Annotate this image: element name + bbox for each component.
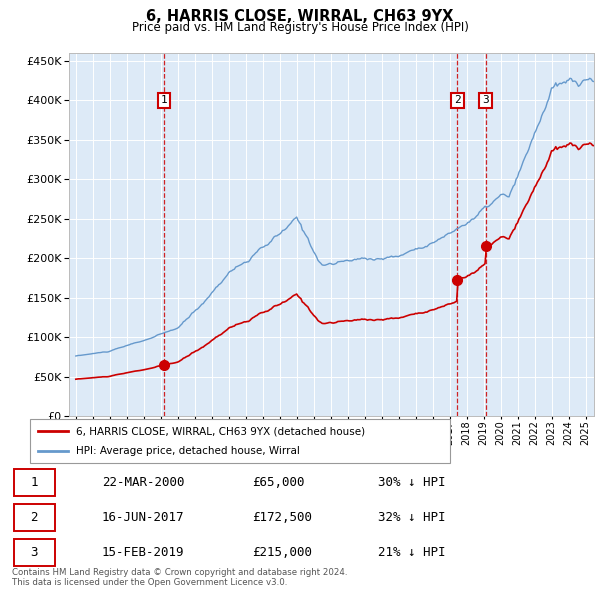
- Text: 32% ↓ HPI: 32% ↓ HPI: [378, 511, 445, 525]
- Text: 2: 2: [454, 96, 461, 106]
- Text: 1: 1: [31, 476, 38, 489]
- Text: £172,500: £172,500: [252, 511, 312, 525]
- Text: 21% ↓ HPI: 21% ↓ HPI: [378, 546, 445, 559]
- Text: 3: 3: [482, 96, 489, 106]
- Text: 16-JUN-2017: 16-JUN-2017: [102, 511, 185, 525]
- FancyBboxPatch shape: [30, 419, 450, 463]
- Text: Contains HM Land Registry data © Crown copyright and database right 2024.
This d: Contains HM Land Registry data © Crown c…: [12, 568, 347, 587]
- Text: 2: 2: [31, 511, 38, 525]
- Text: £65,000: £65,000: [252, 476, 305, 489]
- Text: HPI: Average price, detached house, Wirral: HPI: Average price, detached house, Wirr…: [76, 446, 300, 455]
- Text: 15-FEB-2019: 15-FEB-2019: [102, 546, 185, 559]
- Text: 30% ↓ HPI: 30% ↓ HPI: [378, 476, 445, 489]
- FancyBboxPatch shape: [14, 469, 55, 496]
- Text: 6, HARRIS CLOSE, WIRRAL, CH63 9YX: 6, HARRIS CLOSE, WIRRAL, CH63 9YX: [146, 9, 454, 24]
- Text: £215,000: £215,000: [252, 546, 312, 559]
- Text: Price paid vs. HM Land Registry's House Price Index (HPI): Price paid vs. HM Land Registry's House …: [131, 21, 469, 34]
- FancyBboxPatch shape: [14, 539, 55, 566]
- Text: 6, HARRIS CLOSE, WIRRAL, CH63 9YX (detached house): 6, HARRIS CLOSE, WIRRAL, CH63 9YX (detac…: [76, 427, 365, 436]
- Text: 22-MAR-2000: 22-MAR-2000: [102, 476, 185, 489]
- FancyBboxPatch shape: [14, 504, 55, 532]
- Text: 1: 1: [161, 96, 167, 106]
- Text: 3: 3: [31, 546, 38, 559]
